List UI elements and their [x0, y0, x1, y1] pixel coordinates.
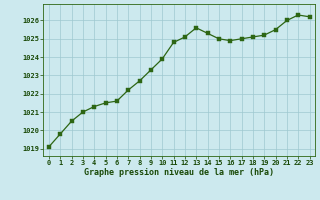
X-axis label: Graphe pression niveau de la mer (hPa): Graphe pression niveau de la mer (hPa) — [84, 168, 274, 177]
